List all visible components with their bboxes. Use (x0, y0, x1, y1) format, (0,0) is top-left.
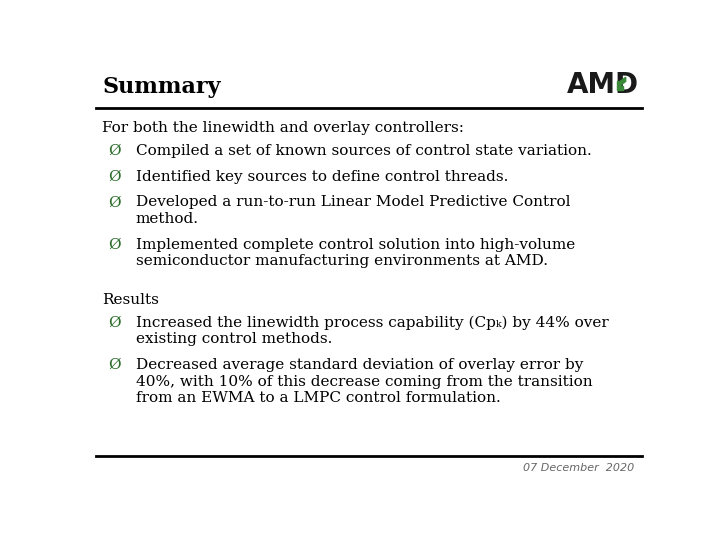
Text: Ø: Ø (108, 315, 120, 329)
Text: Implemented complete control solution into high-volume: Implemented complete control solution in… (136, 238, 575, 252)
Text: Ø: Ø (108, 238, 120, 252)
Text: Developed a run-to-run Linear Model Predictive Control: Developed a run-to-run Linear Model Pred… (136, 195, 570, 210)
Text: from an EWMA to a LMPC control formulation.: from an EWMA to a LMPC control formulati… (136, 391, 500, 405)
Text: Ø: Ø (108, 195, 120, 210)
Text: Decreased average standard deviation of overlay error by: Decreased average standard deviation of … (136, 358, 583, 372)
Polygon shape (620, 77, 626, 85)
Text: method.: method. (136, 212, 199, 226)
Text: Ø: Ø (108, 358, 120, 372)
Text: Summary: Summary (102, 76, 221, 98)
Text: Ø: Ø (108, 144, 120, 158)
Text: Identified key sources to define control threads.: Identified key sources to define control… (136, 170, 508, 184)
Text: 40%, with 10% of this decrease coming from the transition: 40%, with 10% of this decrease coming fr… (136, 375, 593, 389)
Text: existing control methods.: existing control methods. (136, 332, 332, 346)
Text: Compiled a set of known sources of control state variation.: Compiled a set of known sources of contr… (136, 144, 592, 158)
Text: semiconductor manufacturing environments at AMD.: semiconductor manufacturing environments… (136, 254, 548, 268)
Text: Increased the linewidth process capability (Cpₖ) by 44% over: Increased the linewidth process capabili… (136, 315, 608, 330)
Text: For both the linewidth and overlay controllers:: For both the linewidth and overlay contr… (102, 121, 464, 135)
Polygon shape (617, 82, 624, 90)
Text: Ø: Ø (108, 170, 120, 184)
Text: AMD: AMD (567, 71, 639, 99)
Text: 07 December  2020: 07 December 2020 (523, 463, 634, 473)
Text: Results: Results (102, 293, 159, 307)
